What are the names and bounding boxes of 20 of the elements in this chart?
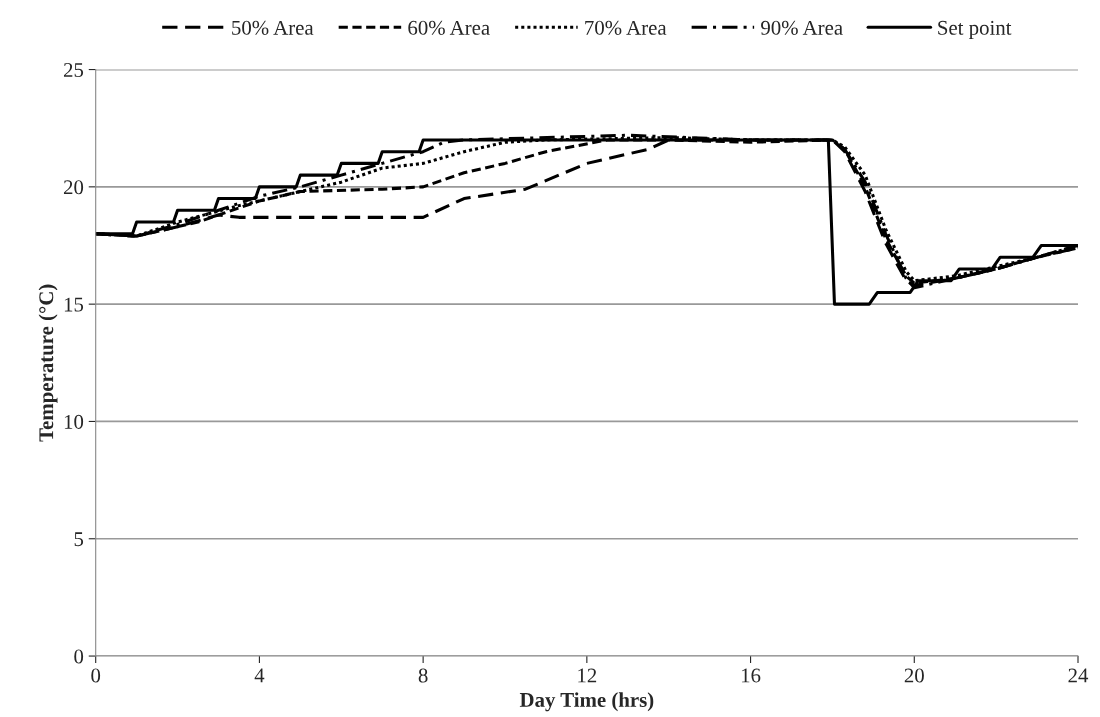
x-tick-label: 8 <box>418 668 428 683</box>
y-tick-label: 10 <box>64 414 84 429</box>
legend-label: 90% Area <box>761 20 843 35</box>
x-tick-label: 12 <box>578 668 597 683</box>
x-tick-label: 24 <box>1068 668 1089 683</box>
x-tick-label: 20 <box>904 668 924 683</box>
y-tick-label: 20 <box>63 180 84 195</box>
legend-label: Set point <box>938 20 1012 40</box>
legend-label: 70% Area <box>585 20 667 35</box>
y-tick-label: 15 <box>64 297 84 312</box>
x-tick-label: 16 <box>741 668 761 683</box>
x-axis-title: Day Time (hrs) <box>519 692 654 712</box>
legend-label: 60% Area <box>408 20 490 35</box>
x-tick-label: 4 <box>254 668 265 683</box>
y-tick-label: 0 <box>74 649 84 664</box>
legend-label: 50% Area <box>232 20 314 35</box>
y-axis-title: Temperature (°C) <box>38 284 58 442</box>
y-tick-label: 5 <box>74 532 84 547</box>
y-tick-label: 25 <box>63 62 84 77</box>
x-tick-label: 0 <box>91 668 101 683</box>
